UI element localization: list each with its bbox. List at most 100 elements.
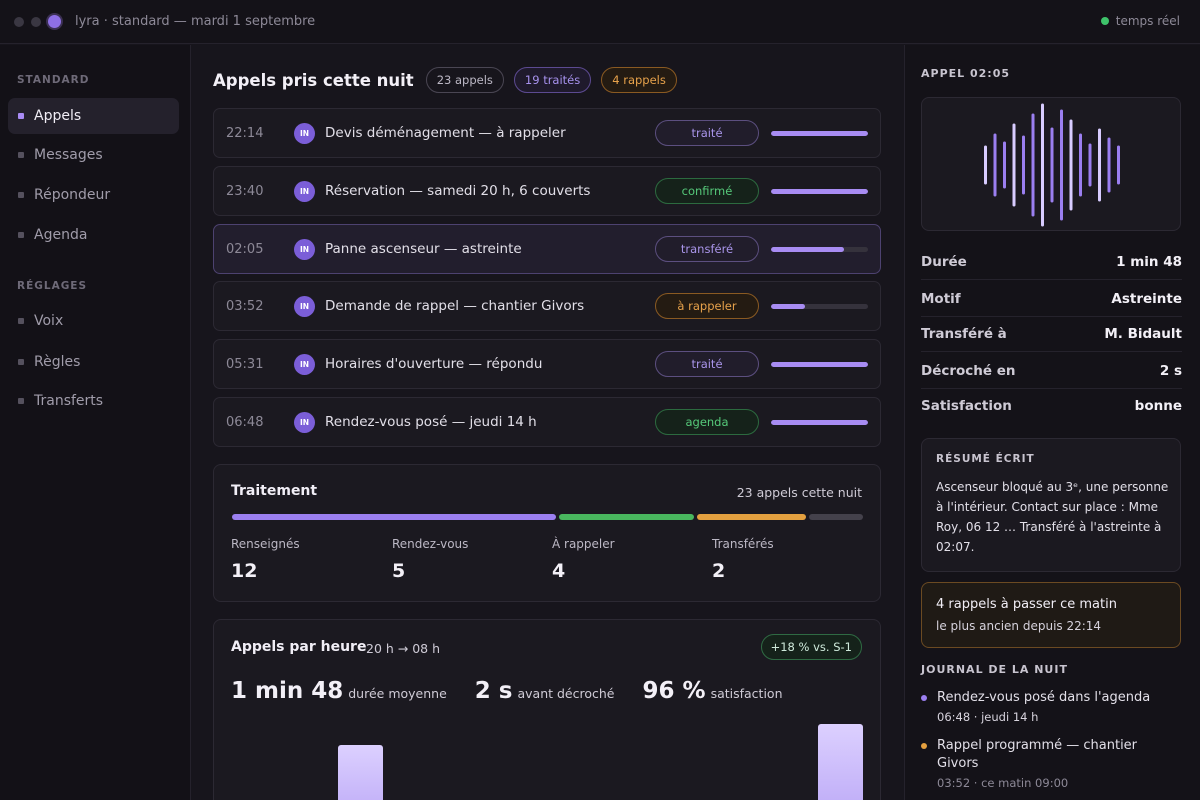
status-badge[interactable]: transféré bbox=[655, 236, 759, 262]
detail-row-satisfaction: Satisfaction bonne bbox=[921, 388, 1182, 424]
callback-title: 4 rappels à passer ce matin bbox=[936, 597, 1117, 612]
stat-label: Rendez-vous bbox=[392, 537, 469, 551]
inbound-call-icon: IN bbox=[294, 180, 315, 202]
summary-label: RÉSUMÉ ÉCRIT bbox=[936, 453, 1035, 465]
status-badge[interactable]: agenda bbox=[655, 409, 759, 435]
chip-callbacks-count[interactable]: 4 rappels bbox=[601, 67, 677, 93]
sidebar-item-transferts[interactable]: Transferts bbox=[8, 383, 179, 419]
log-item-meta: 06:48 · jeudi 14 h bbox=[937, 710, 1039, 724]
status-badge[interactable]: à rappeler bbox=[655, 293, 759, 319]
log-item-title: Rendez-vous posé dans l'agenda bbox=[937, 690, 1151, 705]
metric-value: 1 min 48 bbox=[231, 678, 344, 704]
call-label: Rendez-vous posé — jeudi 14 h bbox=[325, 414, 537, 430]
nav-bullet-icon bbox=[18, 152, 24, 158]
call-row[interactable]: 02:05 IN Panne ascenseur — astreinte transf… bbox=[213, 224, 881, 274]
detail-key: Transféré à bbox=[921, 325, 1007, 342]
log-item-title: Rappel programmé — chantier Givors bbox=[937, 738, 1138, 771]
stat-renseignes: Renseignés 12 bbox=[231, 537, 300, 582]
call-row[interactable]: 06:48 IN Rendez-vous posé — jeudi 14 h agen… bbox=[213, 397, 881, 447]
callback-card[interactable]: 4 rappels à passer ce matin le plus anci… bbox=[921, 582, 1181, 648]
summary-text: Ascenseur bloqué au 3ᵉ, une personne à l… bbox=[936, 480, 1169, 554]
chip-calls-count[interactable]: 23 appels bbox=[425, 67, 504, 93]
call-progress-fill bbox=[771, 188, 868, 194]
detail-value: Astreinte bbox=[1111, 290, 1182, 307]
metric-value: 96 % bbox=[642, 678, 706, 704]
call-progress-bar bbox=[771, 130, 868, 136]
hourly-title: Appels par heure bbox=[231, 639, 367, 655]
hour-bar bbox=[338, 745, 383, 800]
call-progress-bar bbox=[771, 419, 868, 425]
inbound-call-icon: IN bbox=[294, 122, 315, 144]
metric-pickup-time: 2 s avant décroché bbox=[475, 678, 615, 704]
call-row[interactable]: 03:52 IN Demande de rappel — chantier Givo… bbox=[213, 281, 881, 331]
call-row[interactable]: 05:31 IN Horaires d'ouverture — répondu tra… bbox=[213, 339, 881, 389]
status-badge[interactable]: traité bbox=[655, 351, 759, 377]
metric-value: 2 s bbox=[474, 678, 513, 704]
detail-value: bonne bbox=[1134, 398, 1182, 414]
sidebar-item-messages[interactable]: Messages bbox=[8, 137, 179, 173]
status-badge[interactable]: traité bbox=[655, 120, 759, 146]
realtime-indicator: temps réel bbox=[1100, 14, 1180, 28]
audio-waveform-icon[interactable] bbox=[921, 97, 1181, 231]
sidebar-item-label: Appels bbox=[34, 108, 82, 124]
app-logo-icon bbox=[48, 15, 61, 28]
call-time: 03:52 bbox=[226, 298, 264, 314]
call-time: 22:14 bbox=[226, 125, 264, 141]
nav-bullet-icon bbox=[18, 232, 24, 238]
log-item[interactable]: Rendez-vous posé dans l'agenda 06:48 · j… bbox=[921, 689, 1181, 724]
sidebar-item-voix[interactable]: Voix bbox=[8, 303, 179, 339]
call-time: 02:05 bbox=[226, 241, 264, 257]
stat-value: 12 bbox=[231, 560, 258, 582]
window-minimize-icon[interactable] bbox=[31, 16, 41, 27]
detail-key: Durée bbox=[921, 253, 967, 270]
window-close-icon[interactable] bbox=[14, 16, 24, 27]
metric-caption: durée moyenne bbox=[348, 686, 447, 701]
status-badge[interactable]: confirmé bbox=[655, 178, 759, 204]
trend-badge: +18 % vs. S-1 bbox=[760, 634, 862, 660]
call-row[interactable]: 23:40 IN Réservation — samedi 20 h, 6 couv… bbox=[213, 166, 881, 216]
sidebar-item-label: Règles bbox=[34, 354, 81, 370]
window-controls bbox=[14, 15, 61, 28]
call-time: 06:48 bbox=[226, 414, 264, 430]
detail-value: M. Bidault bbox=[1104, 325, 1182, 342]
metric-avg-duration: 1 min 48 durée moyenne bbox=[231, 678, 447, 704]
hourly-metrics: 1 min 48 durée moyenne 2 s avant décroch… bbox=[231, 678, 811, 704]
call-progress-fill bbox=[771, 130, 868, 136]
nav-bullet-icon bbox=[18, 398, 24, 404]
hourly-range: 20 h → 08 h bbox=[366, 641, 441, 656]
title-bar: lyra · standard — mardi 1 septembre temp… bbox=[0, 0, 1200, 44]
sidebar-section-standard: STANDARD bbox=[17, 74, 90, 86]
sidebar-item-label: Voix bbox=[34, 313, 64, 329]
detail-title: APPEL 02:05 bbox=[921, 67, 1011, 80]
call-progress-bar bbox=[771, 361, 868, 367]
stat-value: 5 bbox=[392, 560, 406, 582]
summary-card: RÉSUMÉ ÉCRIT Ascenseur bloqué au 3ᵉ, une… bbox=[921, 438, 1181, 572]
log-item[interactable]: Rappel programmé — chantier Givors 03:52… bbox=[921, 737, 1181, 790]
sidebar-item-regles[interactable]: Règles bbox=[8, 344, 179, 380]
stat-a-rappeler: À rappeler 4 bbox=[552, 537, 615, 582]
call-time: 23:40 bbox=[226, 183, 264, 199]
sidebar-item-label: Transferts bbox=[34, 393, 104, 409]
detail-key: Satisfaction bbox=[921, 398, 1012, 414]
sidebar-section-reglages: RÉGLAGES bbox=[17, 280, 88, 292]
log-bullet-icon bbox=[921, 695, 927, 701]
window-title: lyra · standard — mardi 1 septembre bbox=[75, 14, 316, 29]
segment-renseignes bbox=[232, 514, 556, 520]
call-progress-bar bbox=[771, 246, 868, 252]
sidebar-item-appels[interactable]: Appels bbox=[8, 98, 179, 134]
call-row[interactable]: 22:14 IN Devis déménagement — à rappeler tr… bbox=[213, 108, 881, 158]
inbound-call-icon: IN bbox=[294, 411, 315, 433]
sidebar-item-agenda[interactable]: Agenda bbox=[8, 217, 179, 253]
detail-key: Motif bbox=[921, 290, 961, 307]
log-title: JOURNAL DE LA NUIT bbox=[921, 663, 1068, 676]
call-label: Devis déménagement — à rappeler bbox=[325, 125, 566, 141]
inbound-call-icon: IN bbox=[294, 238, 315, 260]
call-label: Demande de rappel — chantier Givors bbox=[325, 298, 585, 314]
segment-transferes bbox=[809, 514, 863, 520]
chip-treated-count[interactable]: 19 traités bbox=[513, 67, 592, 93]
treatment-panel: Traitement 23 appels cette nuit Renseign… bbox=[213, 464, 881, 602]
sidebar-item-label: Messages bbox=[34, 147, 103, 163]
sidebar-item-repondeur[interactable]: Répondeur bbox=[8, 177, 179, 213]
detail-row-duree: Durée 1 min 48 bbox=[921, 244, 1182, 280]
stat-transferes: Transférés 2 bbox=[712, 537, 774, 582]
